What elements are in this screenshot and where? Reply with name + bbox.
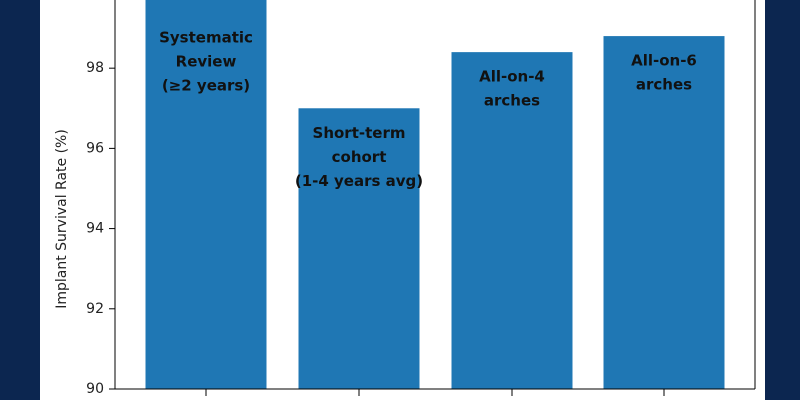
y-tick-label: 96	[86, 140, 104, 156]
bar-label: All-on-6	[631, 52, 697, 70]
bar-label: Review	[176, 53, 237, 71]
y-tick-label: 92	[86, 301, 104, 317]
bar-label: Systematic	[159, 29, 253, 47]
bar-label: cohort	[332, 148, 387, 166]
bar-label: All-on-4	[479, 68, 545, 86]
y-tick-label: 98	[86, 60, 104, 76]
bar-label: arches	[484, 92, 540, 110]
y-tick-label: 94	[86, 221, 104, 237]
bar-label: (1-4 years avg)	[295, 172, 423, 190]
bar	[145, 0, 267, 389]
bar-label: arches	[636, 76, 692, 94]
bar	[603, 36, 725, 389]
plot-area	[145, 0, 725, 389]
bar	[298, 108, 420, 389]
bar	[451, 52, 573, 389]
bar-label: (≥2 years)	[162, 77, 250, 95]
y-tick-label: 90	[86, 381, 104, 397]
bar-label: Short-term	[313, 124, 406, 142]
y-axis-label: Implant Survival Rate (%)	[54, 129, 70, 309]
